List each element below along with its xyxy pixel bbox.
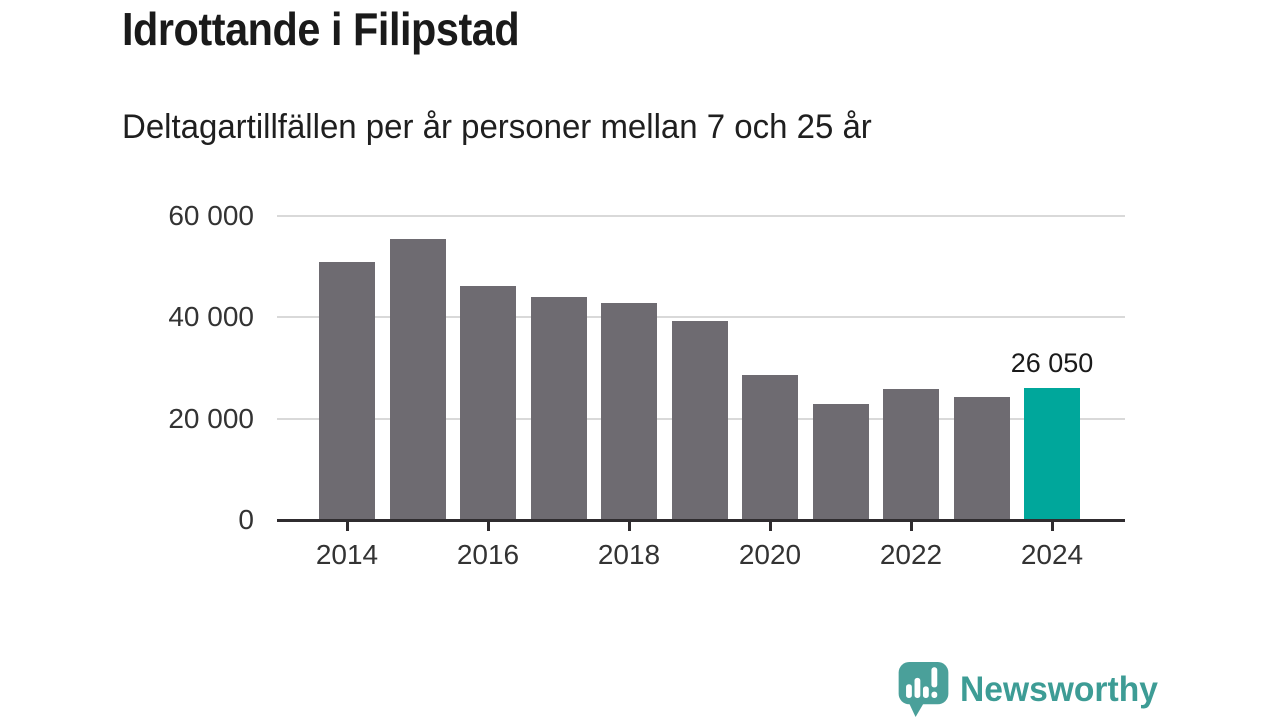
x-axis-label-2020: 2020 bbox=[738, 539, 802, 570]
chart-subtitle: Deltagartillfällen per år personer mella… bbox=[122, 108, 872, 146]
x-tick-2018 bbox=[627, 522, 631, 531]
bar-2018 bbox=[601, 302, 657, 520]
bar-2024-highlighted bbox=[1024, 388, 1080, 520]
logo-bar-1 bbox=[906, 684, 912, 698]
x-axis-label-2022: 2022 bbox=[879, 539, 943, 570]
bar-2014 bbox=[319, 261, 375, 520]
y-axis-label-60000: 60 000 bbox=[168, 200, 254, 231]
x-axis-label-2018: 2018 bbox=[597, 539, 661, 570]
gridline-40000 bbox=[277, 316, 1125, 319]
chart-title: Idrottande i Filipstad bbox=[122, 3, 520, 55]
x-axis-label-2024: 2024 bbox=[1020, 539, 1084, 570]
bar-2017 bbox=[530, 297, 587, 520]
bar-2015 bbox=[389, 239, 446, 520]
x-tick-2024 bbox=[1050, 522, 1054, 531]
highlight-value-label: 26 050 bbox=[1010, 348, 1094, 378]
x-tick-2022 bbox=[909, 522, 913, 531]
x-tick-2020 bbox=[768, 522, 772, 531]
bar-2019 bbox=[671, 321, 728, 520]
x-tick-2014 bbox=[345, 522, 349, 531]
y-axis-label-40000: 40 000 bbox=[168, 301, 254, 333]
y-axis-label-20000: 20 000 bbox=[168, 402, 254, 434]
brand-footer: Newsworthy bbox=[897, 662, 1166, 717]
logo-bar-2 bbox=[914, 677, 921, 698]
bar-2021 bbox=[812, 404, 869, 520]
logo-bar-3 bbox=[922, 686, 929, 698]
x-axis-label-2014: 2014 bbox=[315, 539, 379, 570]
logo-exclamation-dot bbox=[931, 691, 938, 698]
brand-name: Newsworthy bbox=[960, 669, 1158, 709]
bar-2020 bbox=[742, 374, 798, 520]
x-tick-2016 bbox=[486, 522, 490, 531]
gridline-60000 bbox=[277, 215, 1125, 217]
x-axis-label-2016: 2016 bbox=[456, 539, 520, 570]
logo-exclamation-line bbox=[931, 667, 938, 688]
bar-2016 bbox=[460, 285, 516, 520]
y-axis-label-0: 0 bbox=[238, 504, 254, 535]
bar-2022 bbox=[883, 389, 939, 520]
x-axis-line bbox=[277, 519, 1125, 522]
newsworthy-logo-icon bbox=[898, 662, 949, 717]
bar-2023 bbox=[953, 396, 1010, 520]
